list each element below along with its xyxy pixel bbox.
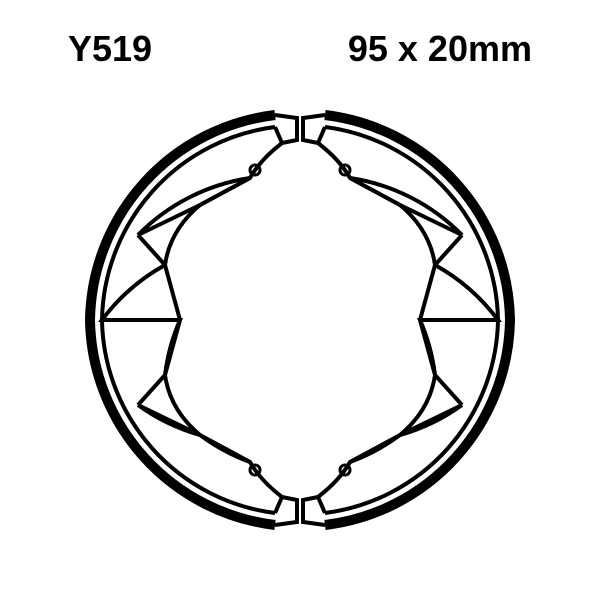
right-brake-shoe: [303, 115, 510, 525]
part-number-label: Y519: [68, 28, 152, 70]
left-rib-3: [138, 405, 200, 435]
left-brake-shoe: [90, 115, 297, 525]
left-top-tab: [275, 115, 297, 143]
right-inner-contour: [318, 143, 435, 497]
right-rib-3: [400, 405, 462, 435]
brake-shoes-diagram: [50, 70, 550, 570]
right-top-tab: [303, 115, 325, 143]
right-bottom-tab: [303, 497, 325, 525]
left-inner-contour: [165, 143, 282, 497]
left-bottom-tab: [275, 497, 297, 525]
dimensions-label: 95 x 20mm: [348, 28, 532, 70]
